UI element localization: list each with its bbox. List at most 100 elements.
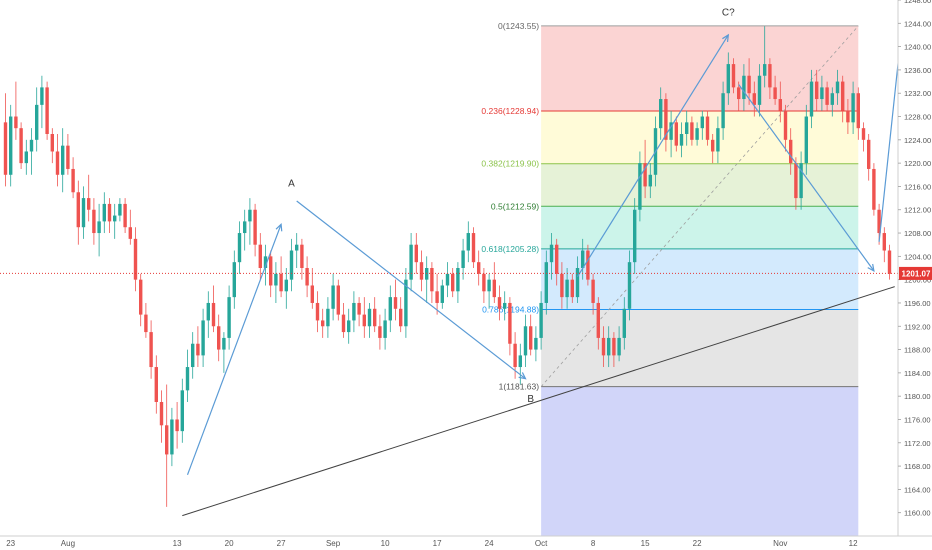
candle: [211, 285, 216, 333]
time-axis[interactable]: 23 Aug 13 20 27 Sep 10 17 24 Oct 8 15 22 Nov 12: [0, 535, 932, 550]
fibonacci-retracement[interactable]: 0(1243.55) 0.236(1228.94) 0.382(1219.90) 0.…: [481, 21, 859, 536]
wave-arrow-shaft: [576, 34, 729, 278]
candle-body: [258, 244, 262, 268]
candle-body: [144, 314, 148, 333]
candle-body: [617, 337, 621, 356]
candle-body: [118, 203, 122, 216]
candle-body: [664, 99, 668, 140]
candle-body: [555, 244, 559, 274]
fib-trend-line[interactable]: [540, 25, 859, 387]
candle: [378, 314, 382, 350]
candle-body: [622, 308, 626, 338]
candle-body: [279, 273, 283, 292]
candle: [196, 326, 200, 368]
wave-arrow[interactable]: [186, 223, 283, 476]
candle-body: [310, 285, 314, 303]
candle-body: [549, 244, 554, 263]
candle: [721, 81, 725, 140]
candle-body: [352, 302, 356, 321]
candle-body: [55, 151, 60, 175]
candle: [612, 332, 616, 368]
candle: [737, 81, 741, 111]
candle: [185, 349, 190, 402]
candle: [399, 297, 403, 333]
candle: [581, 238, 585, 280]
candle-body: [674, 122, 678, 146]
candle: [825, 81, 829, 111]
candle: [87, 174, 91, 222]
candle-body: [123, 203, 127, 228]
candle: [757, 64, 762, 117]
candle-body: [222, 337, 226, 350]
time-tick-label: 10: [381, 539, 390, 548]
candle: [451, 268, 455, 298]
candle-body: [570, 279, 574, 298]
candle: [159, 390, 164, 443]
time-tick-label: Oct: [535, 539, 548, 548]
price-tick-label: 1232.00: [904, 89, 931, 98]
candle-body: [362, 314, 366, 327]
candle-body: [430, 268, 434, 292]
candle-body: [581, 250, 585, 268]
candle: [331, 273, 335, 321]
time-axis-background: [0, 536, 932, 550]
candle: [383, 308, 387, 350]
candle-body: [461, 250, 465, 268]
time-tick-label: 22: [693, 539, 702, 548]
candle: [55, 134, 60, 187]
candle: [700, 110, 704, 140]
candle-body: [305, 268, 309, 286]
candle: [508, 297, 512, 356]
price-tick-label: 1164.00: [904, 485, 931, 494]
candle: [243, 209, 247, 251]
support-trend-line[interactable]: [182, 286, 895, 517]
candle-body: [809, 81, 814, 117]
candle-body: [211, 302, 216, 327]
candle: [40, 75, 44, 129]
fib-zone: [541, 206, 859, 249]
candle-body: [445, 273, 450, 286]
candle-body: [217, 326, 221, 350]
candle-body: [737, 87, 741, 100]
price-tick-label: 1196.00: [904, 299, 931, 308]
candle-body: [248, 209, 252, 222]
candle: [409, 233, 413, 292]
candle: [669, 110, 673, 158]
candle-body: [529, 326, 533, 350]
candle-body: [269, 256, 273, 286]
candle: [679, 122, 684, 158]
wave-arrow-shaft: [738, 84, 875, 272]
candle: [357, 297, 361, 327]
candle-body: [9, 116, 13, 175]
candle: [851, 81, 855, 134]
candle-body: [243, 221, 247, 234]
candle: [445, 262, 450, 298]
wave-arrow[interactable]: [296, 200, 527, 380]
wave-arrow[interactable]: [576, 33, 730, 278]
candle: [92, 198, 96, 245]
candle-body: [607, 337, 611, 356]
candle-body: [399, 308, 403, 327]
candle-body: [596, 302, 600, 338]
wave-arrow[interactable]: [738, 84, 875, 273]
candle: [217, 314, 221, 362]
candle: [560, 262, 564, 309]
candle-body: [107, 203, 112, 222]
time-tick-label: 15: [641, 539, 650, 548]
candle-body: [768, 64, 772, 88]
price-tick-label: 1216.00: [904, 182, 931, 191]
candle: [414, 233, 418, 274]
trend-lines[interactable]: [182, 25, 895, 517]
price-tick-label: 1248.00: [904, 0, 931, 5]
candle-body: [175, 419, 179, 432]
candle: [102, 192, 106, 234]
candle-body: [440, 285, 444, 303]
candle: [71, 157, 75, 199]
candle-body: [695, 128, 699, 140]
candle-body: [705, 116, 710, 140]
fib-zone: [541, 111, 859, 164]
candle: [274, 262, 278, 303]
last-price-badge-box: [899, 266, 932, 280]
candle: [830, 87, 834, 117]
